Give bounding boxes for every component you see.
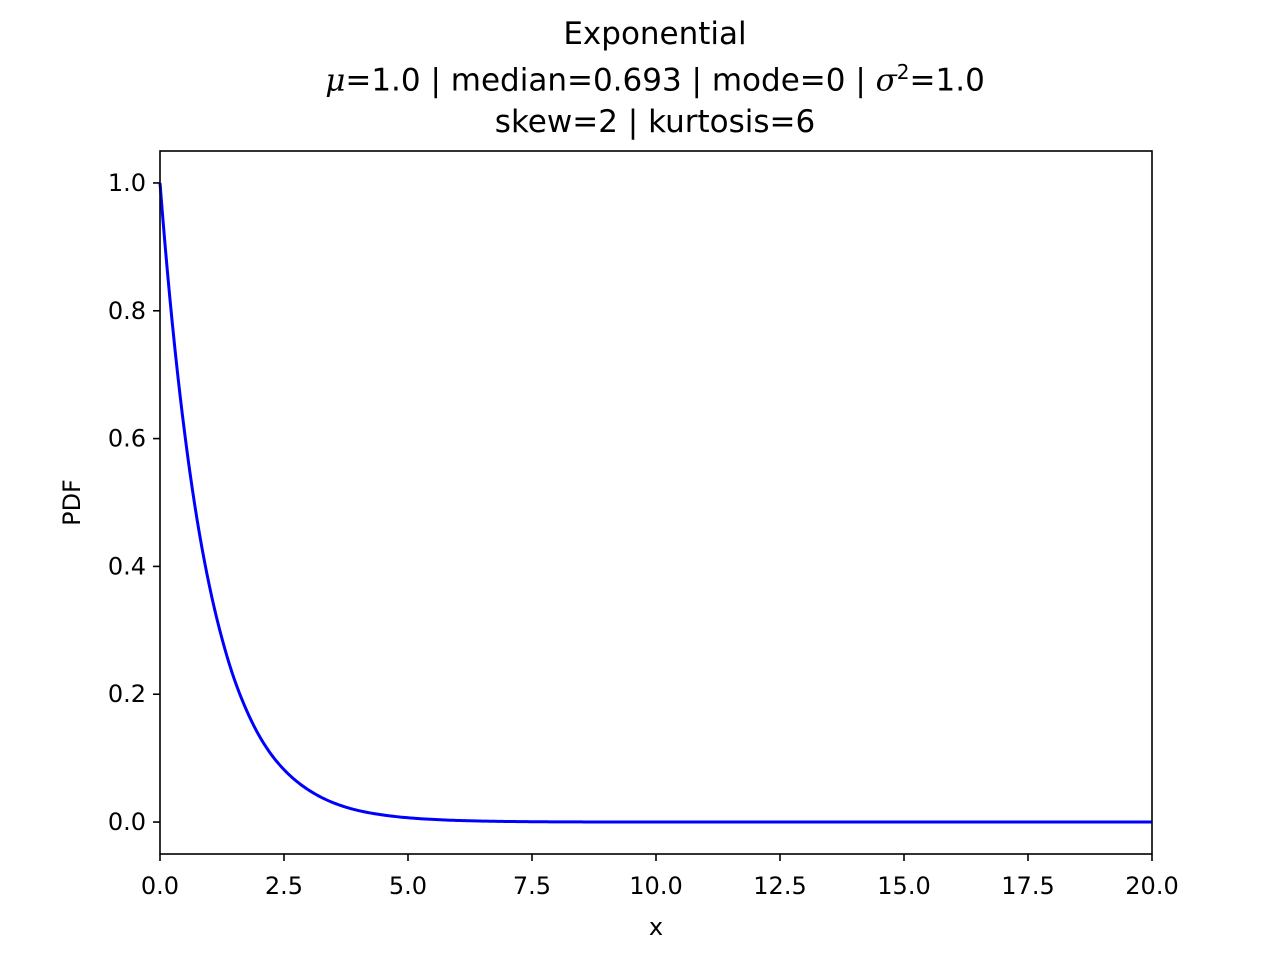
- y-tick-label: 0.0: [108, 808, 146, 836]
- subtitle-stats: =1.0 | median=0.693 | mode=0 |: [345, 62, 876, 99]
- y-axis-ticks: 0.0 0.2 0.4 0.6 0.8 1.0: [108, 169, 160, 836]
- x-tick-label: 10.0: [629, 872, 682, 900]
- x-tick-label: 12.5: [753, 872, 806, 900]
- x-tick-label: 15.0: [877, 872, 930, 900]
- y-tick-label: 0.8: [108, 297, 146, 325]
- chart-subtitle: μ=1.0 | median=0.693 | mode=0 | σ2=1.0: [0, 60, 1280, 98]
- x-tick-label: 7.5: [513, 872, 551, 900]
- x-tick-label: 2.5: [265, 872, 303, 900]
- chart-subtitle-2: skew=2 | kurtosis=6: [494, 104, 816, 140]
- x-tick-label: 17.5: [1001, 872, 1054, 900]
- y-tick-label: 0.4: [108, 552, 146, 580]
- subtitle-variance: =1.0: [909, 62, 985, 99]
- pdf-series-line: [158, 182, 1152, 824]
- x-tick-label: 5.0: [389, 872, 427, 900]
- series-layer: [158, 182, 1152, 824]
- sigma-symbol: σ: [875, 62, 897, 99]
- mu-symbol: μ: [325, 62, 346, 99]
- chart-title: Exponential: [563, 16, 747, 52]
- y-tick-label: 1.0: [108, 169, 146, 197]
- y-tick-label: 0.2: [108, 680, 146, 708]
- y-tick-label: 0.6: [108, 425, 146, 453]
- x-tick-label: 0.0: [141, 872, 179, 900]
- sigma-exponent: 2: [896, 60, 910, 84]
- x-tick-label: 20.0: [1125, 872, 1178, 900]
- plot-frame: [159, 150, 1153, 855]
- y-axis-label: PDF: [58, 479, 86, 526]
- x-axis-ticks: 0.0 2.5 5.0 7.5 10.0 12.5 15.0 17.5 20.0: [141, 854, 1179, 900]
- x-axis-label: x: [649, 913, 663, 941]
